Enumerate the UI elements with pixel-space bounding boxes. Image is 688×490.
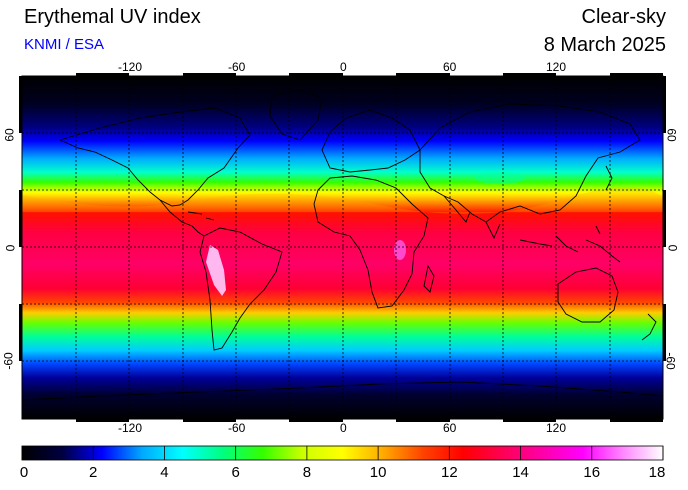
tibet-hotspot	[475, 172, 525, 184]
colorbar-tick-label: 0	[19, 464, 29, 481]
colorbar	[21, 445, 664, 461]
lat-label-left-3: -60	[1, 352, 16, 370]
coast-north-america	[58, 107, 251, 207]
coast-se-asia	[519, 225, 621, 263]
lat-label-right-1: 60	[664, 128, 679, 142]
colorbar-tick-label: 10	[369, 464, 387, 481]
lon-label-top-4: 60	[443, 60, 457, 74]
colorbar-tick-label: 16	[583, 464, 601, 481]
colorbar-tick-label: 14	[512, 464, 529, 481]
coast-europe	[321, 109, 421, 173]
gridlines	[22, 76, 663, 419]
sky-condition: Clear-sky	[581, 6, 666, 28]
coast-central-america	[159, 199, 205, 237]
coast-madagascar	[423, 264, 435, 293]
colorbar-tick-label: 4	[160, 464, 169, 481]
coast-australia	[557, 267, 619, 323]
lat-label-right-2: 0	[665, 244, 680, 252]
lon-label-top-2: -60	[228, 60, 246, 74]
lon-label-bottom-3: 0	[340, 421, 347, 435]
coast-asia	[419, 103, 641, 223]
coast-africa	[313, 175, 429, 309]
map-frame	[19, 73, 666, 422]
lon-label-top-1: -120	[118, 60, 143, 74]
uv-hotspots	[22, 172, 663, 296]
lon-label-top-5: 120	[546, 60, 567, 74]
lat-label-right-3: -60	[663, 352, 678, 370]
lon-label-bottom-5: 120	[546, 421, 567, 435]
map-title: Erythemal UV index	[24, 6, 201, 28]
colorbar-tick-label: 18	[648, 464, 666, 481]
africa-hotspot	[394, 240, 406, 260]
lon-label-bottom-2: -60	[228, 421, 246, 435]
north-wave	[22, 186, 663, 214]
coast-greenland	[269, 89, 323, 141]
coast-new-zealand	[641, 313, 657, 341]
lat-label-left-1: 60	[2, 128, 17, 142]
lat-label-left-2: 0	[3, 244, 18, 252]
colorbar-tick-label: 8	[302, 464, 312, 481]
colorbar-tick-label: 12	[440, 464, 458, 481]
lon-label-top-3: 0	[340, 60, 347, 74]
uv-field	[22, 76, 663, 419]
lon-label-bottom-4: 60	[443, 421, 457, 435]
coast-india	[443, 195, 501, 240]
colorbar-tick-label: 2	[89, 464, 98, 481]
map-subtitle: KNMI / ESA	[24, 36, 105, 53]
coast-antarctica	[22, 381, 663, 401]
lon-label-bottom-1: -120	[118, 421, 143, 435]
colorbar-tick-label: 6	[231, 464, 240, 481]
coast-japan	[605, 165, 613, 191]
andes-hotspot	[206, 245, 226, 296]
colorbar-ticks	[21, 446, 664, 460]
coastlines	[22, 89, 663, 401]
map-date: 8 March 2025	[543, 34, 666, 56]
coast-caribbean	[187, 211, 215, 221]
coast-south-america	[199, 227, 283, 351]
